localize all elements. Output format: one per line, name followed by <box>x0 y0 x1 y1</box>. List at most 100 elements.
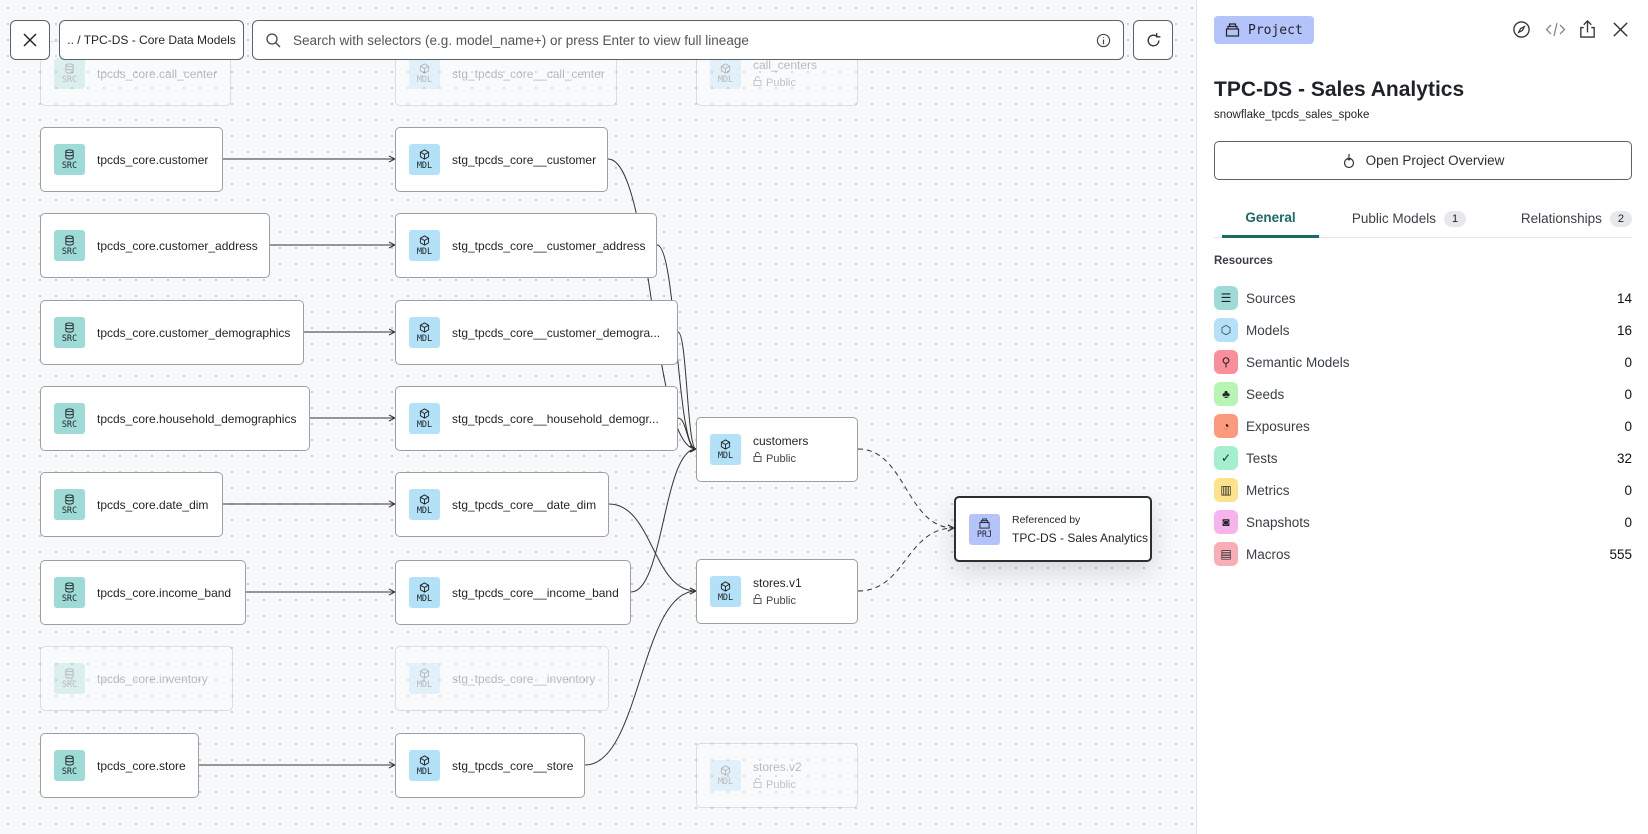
tab-relationships[interactable]: Relationships 2 <box>1499 200 1632 237</box>
lineage-canvas[interactable]: SRC tpcds_core.call_center SRC tpcds_core.c… <box>0 0 1196 834</box>
node-label: tpcds_core.customer_address <box>97 238 258 253</box>
search-placeholder: Search with selectors (e.g. model_name+)… <box>293 32 749 48</box>
close-panel-icon[interactable] <box>1611 20 1630 39</box>
database-icon: ☰ <box>1214 286 1238 310</box>
access-label: Public <box>766 594 796 607</box>
cube-icon: MDL <box>409 144 440 175</box>
project-badge: Project <box>1214 16 1314 44</box>
database-icon: SRC <box>54 317 85 348</box>
model-node[interactable]: MDL stg_tpcds_core__inventory <box>395 646 609 711</box>
resource-count: 0 <box>1624 514 1632 530</box>
model-node[interactable]: MDL stg_tpcds_core__customer_address <box>395 213 657 278</box>
resource-row: ◔ Exposures 0 <box>1214 413 1632 439</box>
source-node[interactable]: SRC tpcds_core.date_dim <box>40 472 223 537</box>
compass-icon[interactable] <box>1512 20 1531 39</box>
source-node[interactable]: SRC tpcds_core.income_band <box>40 560 246 625</box>
cube-icon: ⬡ <box>1214 318 1238 342</box>
details-panel: Project TPC-DS - Sales Analytics snowfla… <box>1196 0 1648 834</box>
lineage-edge <box>857 448 954 528</box>
close-graph-button[interactable] <box>10 20 50 60</box>
lock-open-icon <box>753 76 762 89</box>
database-icon: SRC <box>54 58 85 89</box>
source-node[interactable]: SRC tpcds_core.inventory <box>40 646 233 711</box>
resource-row: ◙ Snapshots 0 <box>1214 509 1632 535</box>
resource-label: Tests <box>1246 450 1278 466</box>
project-icon <box>1225 23 1240 37</box>
search-input[interactable]: Search with selectors (e.g. model_name+)… <box>252 20 1124 60</box>
resource-count: 32 <box>1616 450 1632 466</box>
cube-icon: MDL <box>710 434 741 465</box>
node-label: tpcds_core.household_demographics <box>97 411 297 426</box>
tab-public-models[interactable]: Public Models 1 <box>1319 200 1499 237</box>
tab-count: 1 <box>1443 210 1467 227</box>
model-node[interactable]: MDL stg_tpcds_core__income_band <box>395 560 631 625</box>
database-icon: SRC <box>54 489 85 520</box>
resource-row: ▥ Metrics 0 <box>1214 477 1632 503</box>
refresh-icon <box>1147 32 1160 46</box>
database-icon: SRC <box>54 663 85 694</box>
overview-icon <box>1343 153 1354 168</box>
resource-count: 16 <box>1616 322 1632 338</box>
gauge-icon: ◔ <box>1214 414 1238 438</box>
cube-icon: MDL <box>409 317 440 348</box>
node-label: stg_tpcds_core__customer_address <box>452 238 646 253</box>
open-project-overview-button[interactable]: Open Project Overview <box>1214 141 1632 180</box>
access-label: Public <box>766 778 796 791</box>
project-node[interactable]: PRJ Referenced by TPC-DS - Sales Analytics <box>954 496 1152 562</box>
source-node[interactable]: SRC tpcds_core.customer_address <box>40 213 270 278</box>
model-node[interactable]: MDL stg_tpcds_core__store <box>395 733 585 798</box>
model-node[interactable]: MDL stg_tpcds_core__customer_demogra... <box>395 300 678 365</box>
model-node[interactable]: MDL stg_tpcds_core__customer <box>395 127 608 192</box>
close-icon <box>23 33 37 47</box>
resource-label: Metrics <box>1246 482 1290 498</box>
source-node[interactable]: SRC tpcds_core.store <box>40 733 199 798</box>
model-node[interactable]: MDL stg_tpcds_core__household_demogr... <box>395 386 678 451</box>
refresh-button[interactable] <box>1133 20 1173 60</box>
node-label: tpcds_core.income_band <box>97 585 232 600</box>
badge-label: Project <box>1248 22 1303 38</box>
database-icon: SRC <box>54 750 85 781</box>
resource-count: 0 <box>1624 386 1632 402</box>
node-label: tpcds_core.store <box>97 758 186 773</box>
resource-row: ✓ Tests 32 <box>1214 445 1632 471</box>
node-label: stg_tpcds_core__inventory <box>452 671 596 686</box>
source-node[interactable]: SRC tpcds_core.customer <box>40 127 223 192</box>
breadcrumb[interactable]: .. / TPC-DS - Core Data Models <box>59 20 244 60</box>
model-node[interactable]: MDL stores.v2 Public <box>696 743 858 808</box>
resource-label: Semantic Models <box>1246 354 1350 370</box>
document-icon: ▤ <box>1214 542 1238 566</box>
cube-icon: MDL <box>710 576 741 607</box>
clipboard-check-icon: ✓ <box>1214 446 1238 470</box>
project-title: TPC-DS - Sales Analytics <box>1214 78 1465 101</box>
model-node[interactable]: MDL stg_tpcds_core__date_dim <box>395 472 609 537</box>
project-icon: PRJ <box>969 513 1000 545</box>
cube-icon: MDL <box>409 577 440 608</box>
cube-icon: MDL <box>409 403 440 434</box>
resource-row: ⬡ Models 16 <box>1214 317 1632 343</box>
lock-open-icon <box>753 778 762 791</box>
node-label: customers <box>753 434 809 448</box>
resource-label: Snapshots <box>1246 514 1310 530</box>
resource-row: ▤ Macros 555 <box>1214 541 1632 567</box>
source-node[interactable]: SRC tpcds_core.customer_demographics <box>40 300 304 365</box>
resource-row: ⚲ Semantic Models 0 <box>1214 349 1632 375</box>
info-icon[interactable] <box>1096 33 1111 48</box>
bar-chart-icon: ▥ <box>1214 478 1238 502</box>
cube-icon: MDL <box>409 750 440 781</box>
project-subtitle: snowflake_tpcds_sales_spoke <box>1214 109 1370 121</box>
model-node[interactable]: MDL customers Public <box>696 417 858 482</box>
node-label: stg_tpcds_core__store <box>452 758 574 773</box>
source-node[interactable]: SRC tpcds_core.household_demographics <box>40 386 310 451</box>
code-icon[interactable] <box>1545 20 1566 39</box>
model-node[interactable]: MDL stores.v1 Public <box>696 559 858 624</box>
resource-count: 0 <box>1624 482 1632 498</box>
lineage-edge <box>677 331 696 449</box>
resource-count: 555 <box>1609 546 1632 562</box>
sprout-icon: ♣ <box>1214 382 1238 406</box>
cube-icon: MDL <box>409 58 440 89</box>
node-label: stg_tpcds_core__income_band <box>452 585 619 600</box>
share-icon[interactable] <box>1578 20 1597 39</box>
search-icon <box>266 33 281 48</box>
tab-general[interactable]: General <box>1222 200 1319 238</box>
node-label: tpcds_core.customer <box>97 152 209 167</box>
